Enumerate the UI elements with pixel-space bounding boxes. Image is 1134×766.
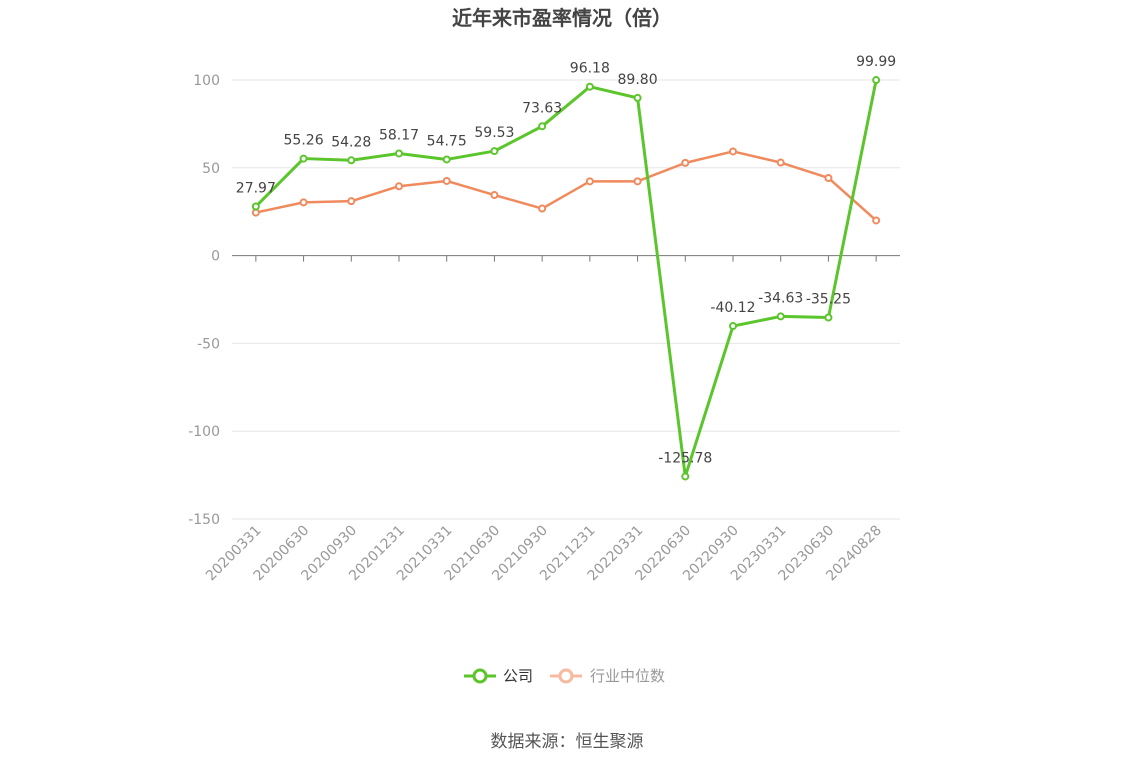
data-point-company[interactable] [585, 82, 594, 91]
data-point-industry[interactable] [681, 158, 690, 167]
y-tick-label: -100 [188, 424, 220, 440]
data-point-industry[interactable] [633, 177, 642, 186]
data-label: 58.17 [379, 127, 419, 143]
data-label: 73.63 [522, 100, 562, 116]
data-label: 54.75 [427, 133, 467, 149]
data-point-company[interactable] [729, 322, 737, 331]
y-tick-label: 100 [193, 73, 220, 89]
data-point-industry[interactable] [299, 198, 308, 207]
data-point-company[interactable] [490, 147, 499, 156]
legend-label-industry: 行业中位数 [590, 667, 665, 685]
y-axis: 100 50 0 -50 -100 -150 [188, 73, 220, 528]
legend-item-industry[interactable]: 行业中位数 [550, 667, 665, 685]
y-tick-label: 0 [211, 249, 220, 265]
data-label: 89.80 [618, 72, 658, 88]
data-point-company[interactable] [538, 122, 547, 131]
data-label: 59.53 [474, 125, 514, 141]
series-layer [251, 76, 881, 481]
legend-label-company: 公司 [503, 667, 533, 685]
data-label: -40.12 [710, 300, 755, 316]
data-point-company[interactable] [299, 154, 308, 163]
legend[interactable]: 公司 行业中位数 [464, 667, 665, 685]
legend-item-company[interactable]: 公司 [464, 667, 533, 685]
data-label: 96.18 [570, 61, 610, 77]
data-label: -34.63 [758, 290, 803, 306]
series-line-company [254, 79, 878, 478]
data-point-company[interactable] [251, 202, 260, 211]
data-point-company[interactable] [776, 312, 785, 321]
data-point-company[interactable] [824, 313, 833, 322]
data-label: 54.28 [331, 134, 371, 150]
y-tick-label: -50 [197, 336, 220, 352]
data-point-industry[interactable] [538, 204, 547, 213]
grid-lines [232, 79, 900, 520]
data-source: 数据来源：恒生聚源 [491, 732, 644, 752]
chart-title: 近年来市盈率情况（倍） [452, 6, 672, 30]
data-point-industry[interactable] [729, 147, 737, 156]
data-point-industry[interactable] [776, 158, 785, 167]
data-point-company[interactable] [395, 149, 403, 158]
data-point-industry[interactable] [347, 197, 356, 206]
series-line-industry [255, 150, 877, 222]
data-point-industry[interactable] [395, 182, 403, 191]
legend-marker-company [472, 668, 488, 684]
data-point-company[interactable] [872, 76, 881, 85]
data-label: 55.26 [284, 133, 324, 149]
data-point-industry[interactable] [872, 216, 881, 225]
y-tick-label: -150 [188, 512, 220, 528]
data-point-industry[interactable] [824, 173, 833, 182]
data-label: -125.78 [658, 450, 712, 466]
legend-marker-industry [558, 668, 574, 684]
data-label: 99.99 [856, 54, 896, 70]
data-point-company[interactable] [681, 472, 690, 481]
data-labels: 27.97 55.26 54.28 58.17 54.75 59.53 73.63 96.18… [236, 54, 896, 466]
data-point-industry[interactable] [490, 191, 499, 200]
data-label: -35.25 [806, 291, 851, 307]
y-tick-label: 50 [202, 161, 220, 177]
data-point-industry[interactable] [585, 177, 594, 186]
data-label: 27.97 [236, 180, 276, 196]
data-point-industry[interactable] [442, 176, 451, 185]
data-point-company[interactable] [347, 156, 356, 165]
data-point-company[interactable] [633, 93, 642, 102]
data-point-company[interactable] [442, 155, 451, 164]
